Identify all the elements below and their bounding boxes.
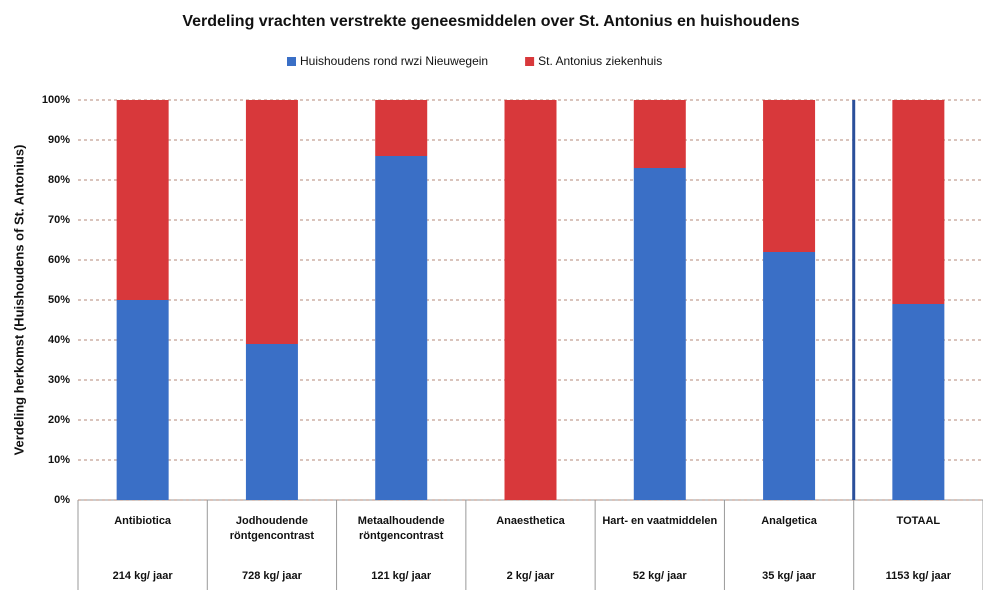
y-axis-label: Verdeling herkomst (Huishoudens of St. A… [11,145,26,456]
y-tick-label: 50% [48,294,70,306]
y-tick-label: 20% [48,414,70,426]
bar-segment [245,100,298,344]
category-label: Analgetica [761,515,817,527]
legend-label: St. Antonius ziekenhuis [538,54,662,68]
category-sublabel: 52 kg/ jaar [632,570,687,582]
y-tick-label: 90% [48,134,70,146]
category-sublabel: 728 kg/ jaar [241,570,302,582]
category-sublabel: 35 kg/ jaar [762,570,816,582]
y-tick-label: 70% [48,214,70,226]
bar-segment [504,100,557,500]
category-label: Hart- en vaatmiddelen [602,515,718,527]
category-sublabel: 214 kg/ jaar [112,570,173,582]
y-tick-label: 0% [54,494,70,506]
legend-label: Huishoudens rond rwzi Nieuwegein [300,54,488,68]
category-label: TOTAAL [896,515,941,527]
y-tick-label: 30% [48,374,70,386]
bar-segment [892,100,945,304]
bar-segment [763,100,816,252]
category-label: Jodhoudende röntgencontrast [229,515,315,542]
y-tick-label: 80% [48,174,70,186]
bar-segment [633,168,686,500]
category-label: Antibiotica [114,515,172,527]
y-tick-label: 10% [48,454,70,466]
legend-swatch [287,57,296,66]
legend-swatch [525,57,535,66]
y-tick-label: 100% [42,94,70,106]
bar-segment [763,252,816,500]
y-tick-label: 40% [48,334,70,346]
chart-title: Verdeling vrachten verstrekte geneesmidd… [182,13,799,30]
category-sublabel: 2 kg/ jaar [506,570,555,582]
bar-segment [892,304,945,500]
category-label: Metaalhoudende röntgencontrast [357,515,445,542]
category-sublabel: 1153 kg/ jaar [885,570,952,582]
y-tick-label: 60% [48,254,70,266]
bar-segment [633,100,686,168]
bar-segment [245,344,298,500]
bar-segment [375,156,428,500]
bar-segment [375,100,428,156]
category-sublabel: 121 kg/ jaar [371,570,432,582]
bar-segment [116,100,169,300]
bar-segment [116,300,169,500]
category-label: Anaesthetica [496,515,565,527]
